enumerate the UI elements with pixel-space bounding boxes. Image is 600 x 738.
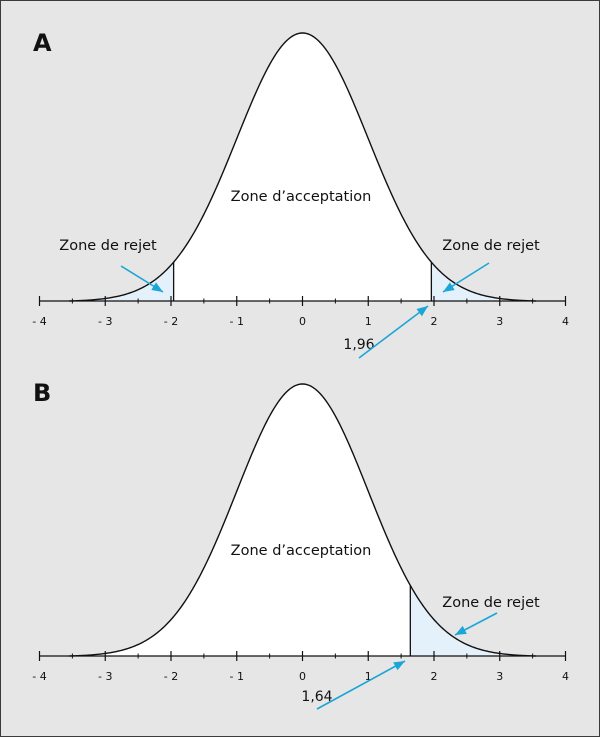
tick-label: 4 bbox=[562, 670, 569, 683]
tick-label: - 2 bbox=[164, 315, 178, 328]
panel-letter: A bbox=[33, 29, 52, 57]
critical-value-arrow bbox=[358, 305, 429, 359]
tick-label: 1 bbox=[365, 315, 372, 328]
tick-label: 1 bbox=[365, 670, 372, 683]
tick-label: 4 bbox=[562, 315, 569, 328]
tick-label: - 4 bbox=[32, 670, 46, 683]
rejection-region bbox=[69, 262, 174, 301]
critical-value-label: 1,96 bbox=[343, 337, 374, 353]
critical-value-arrow bbox=[316, 660, 406, 710]
normal-curve bbox=[69, 383, 536, 657]
tick-label: 2 bbox=[431, 315, 438, 328]
normal-curve bbox=[69, 32, 536, 302]
tick-label: - 3 bbox=[98, 315, 112, 328]
tick-label: 2 bbox=[431, 670, 438, 683]
tick-label: - 2 bbox=[164, 670, 178, 683]
tick-label: 0 bbox=[299, 315, 306, 328]
panel-letter: B bbox=[33, 379, 51, 407]
acceptance-zone-label: Zone d’acceptation bbox=[231, 543, 372, 559]
rejection-zone-label: Zone de rejet bbox=[59, 238, 157, 254]
critical-value-arrow-head bbox=[416, 306, 428, 317]
rejection-zone-label: Zone de rejet bbox=[442, 595, 540, 611]
tick-label: 3 bbox=[496, 670, 503, 683]
rejection-arrow-head bbox=[443, 282, 455, 292]
rejection-arrow-head bbox=[455, 625, 467, 635]
rejection-region bbox=[431, 262, 536, 301]
rejection-arrow-head bbox=[151, 282, 163, 292]
acceptance-zone-label: Zone d’acceptation bbox=[231, 189, 372, 205]
tick-label: - 4 bbox=[32, 315, 46, 328]
tick-label: - 1 bbox=[230, 670, 244, 683]
tick-label: 3 bbox=[496, 315, 503, 328]
rejection-region bbox=[410, 585, 536, 656]
curve-area bbox=[69, 33, 536, 301]
curve-area bbox=[69, 384, 536, 656]
tick-label: - 1 bbox=[230, 315, 244, 328]
critical-value-label: 1,64 bbox=[301, 689, 332, 705]
rejection-zone-label: Zone de rejet bbox=[442, 238, 540, 254]
critical-value-arrow-head bbox=[393, 661, 405, 671]
tick-label: 0 bbox=[299, 670, 306, 683]
tick-label: - 3 bbox=[98, 670, 112, 683]
